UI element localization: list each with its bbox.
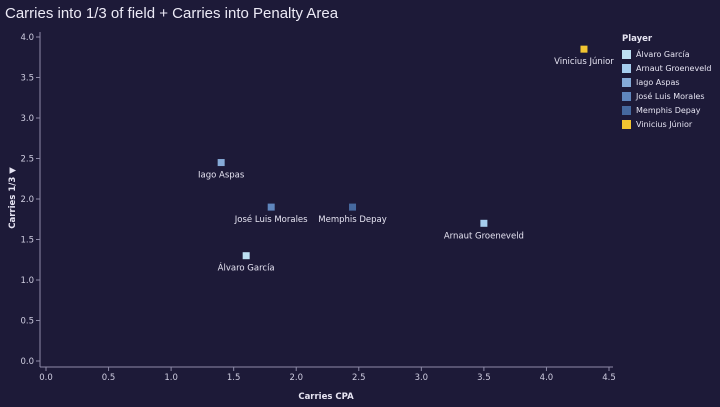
- points-layer: Álvaro García Arnaut Groeneveld Iago Aspas…: [198, 45, 614, 274]
- x-tick-label: 1.5: [227, 373, 241, 383]
- x-tick-label: 2.0: [289, 373, 303, 383]
- y-tick-label: 4.0: [20, 33, 34, 43]
- legend-item[interactable]: Vinicius Júnior: [622, 117, 711, 131]
- legend-swatch: [622, 77, 631, 87]
- legend-swatch: [622, 63, 631, 73]
- point-label: José Luis Morales: [234, 214, 308, 225]
- y-tick-label: 3.5: [20, 74, 34, 84]
- legend-label: Iago Aspas: [636, 77, 680, 87]
- legend: Player Álvaro García Arnaut Groeneveld Iag…: [622, 34, 711, 131]
- axes-layer: 0.0 0.5 1.0 1.5 2.0 2.5 3.0 3.5 4.0 4.5 0.0 0.5 1.0 1…: [20, 32, 616, 383]
- y-tick-label: 2.0: [20, 195, 34, 205]
- data-point[interactable]: [580, 45, 588, 53]
- legend-item[interactable]: Memphis Depay: [622, 103, 711, 117]
- chart-title: Carries into 1/3 of field + Carries into…: [5, 5, 339, 22]
- y-tick-label: 1.5: [20, 236, 34, 246]
- data-point[interactable]: [242, 252, 250, 260]
- legend-label: José Luis Morales: [636, 91, 705, 101]
- x-axis-title: Carries CPA: [298, 392, 354, 402]
- legend-label: Arnaut Groeneveld: [636, 63, 712, 73]
- legend-swatch: [622, 105, 631, 115]
- data-point[interactable]: [267, 203, 275, 211]
- x-tick-label: 0.5: [102, 373, 116, 383]
- y-tick-label: 3.0: [20, 114, 34, 124]
- legend-swatch: [622, 119, 631, 129]
- y-axis-title: Carries 1/3 ▼: [8, 167, 18, 229]
- legend-title: Player: [622, 34, 653, 44]
- y-tick-label: 2.5: [20, 155, 34, 165]
- legend-label: Vinicius Júnior: [636, 119, 693, 129]
- legend-items: Álvaro García Arnaut Groeneveld Iago Aspas…: [622, 47, 711, 131]
- legend-label: Memphis Depay: [636, 105, 701, 115]
- point-label: Álvaro García: [218, 262, 275, 274]
- point-label: Iago Aspas: [198, 171, 245, 181]
- point-label: Memphis Depay: [318, 215, 387, 225]
- point-label: Arnaut Groeneveld: [444, 231, 524, 241]
- data-point[interactable]: [349, 203, 357, 211]
- data-point[interactable]: [480, 219, 488, 227]
- x-tick-label: 3.5: [477, 373, 491, 383]
- data-point[interactable]: [217, 159, 225, 167]
- legend-item[interactable]: Arnaut Groeneveld: [622, 61, 711, 75]
- legend-swatch: [622, 49, 631, 59]
- x-tick-label: 0.0: [39, 373, 53, 383]
- x-tick-label: 2.5: [352, 373, 366, 383]
- x-tick-label: 4.5: [602, 373, 616, 383]
- x-tick-label: 1.0: [164, 373, 178, 383]
- legend-item[interactable]: Iago Aspas: [622, 75, 711, 89]
- legend-swatch: [622, 91, 631, 101]
- y-tick-label: 1.0: [20, 276, 34, 286]
- legend-item[interactable]: Álvaro García: [622, 47, 711, 61]
- x-tick-label: 3.0: [415, 373, 429, 383]
- y-tick-label: 0.5: [20, 317, 34, 327]
- x-tick-label: 4.0: [540, 373, 554, 383]
- point-label: Vinicius Júnior: [554, 57, 614, 67]
- y-tick-label: 0.0: [20, 357, 34, 367]
- legend-item[interactable]: José Luis Morales: [622, 89, 711, 103]
- legend-label: Álvaro García: [636, 49, 690, 59]
